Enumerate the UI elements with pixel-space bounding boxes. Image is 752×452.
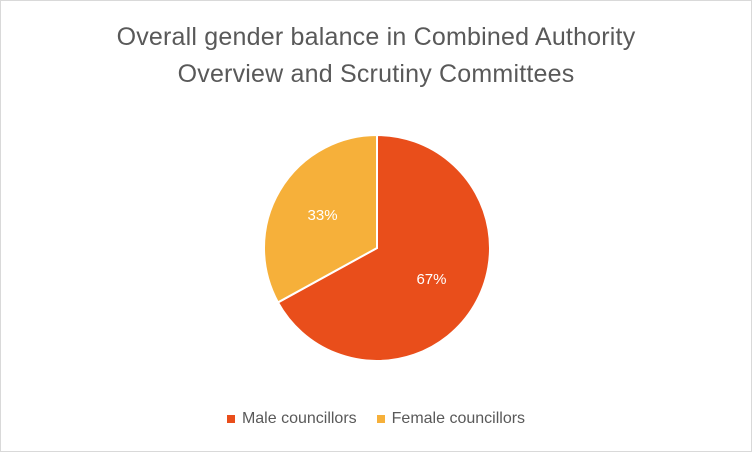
legend-item-female: Female councillors bbox=[376, 410, 526, 428]
legend-item-male: Male councillors bbox=[226, 410, 357, 428]
data-label-female: 33% bbox=[308, 207, 338, 224]
legend-swatch-male bbox=[226, 415, 235, 423]
legend-label-female: Female councillors bbox=[391, 410, 526, 427]
chart-title-line-1: Overall gender balance in Combined Autho… bbox=[116, 23, 636, 51]
legend-label-male: Male councillors bbox=[241, 410, 357, 427]
legend: Male councillors Female councillors bbox=[1, 410, 751, 428]
data-label-male: 67% bbox=[416, 271, 446, 288]
legend-swatch-female bbox=[376, 415, 385, 423]
chart-title: Overall gender balance in Combined Autho… bbox=[1, 19, 751, 93]
pie-slice-female bbox=[263, 133, 378, 304]
chart-title-line-2: Overview and Scrutiny Committees bbox=[177, 60, 575, 88]
pie-slice-male bbox=[276, 133, 491, 362]
